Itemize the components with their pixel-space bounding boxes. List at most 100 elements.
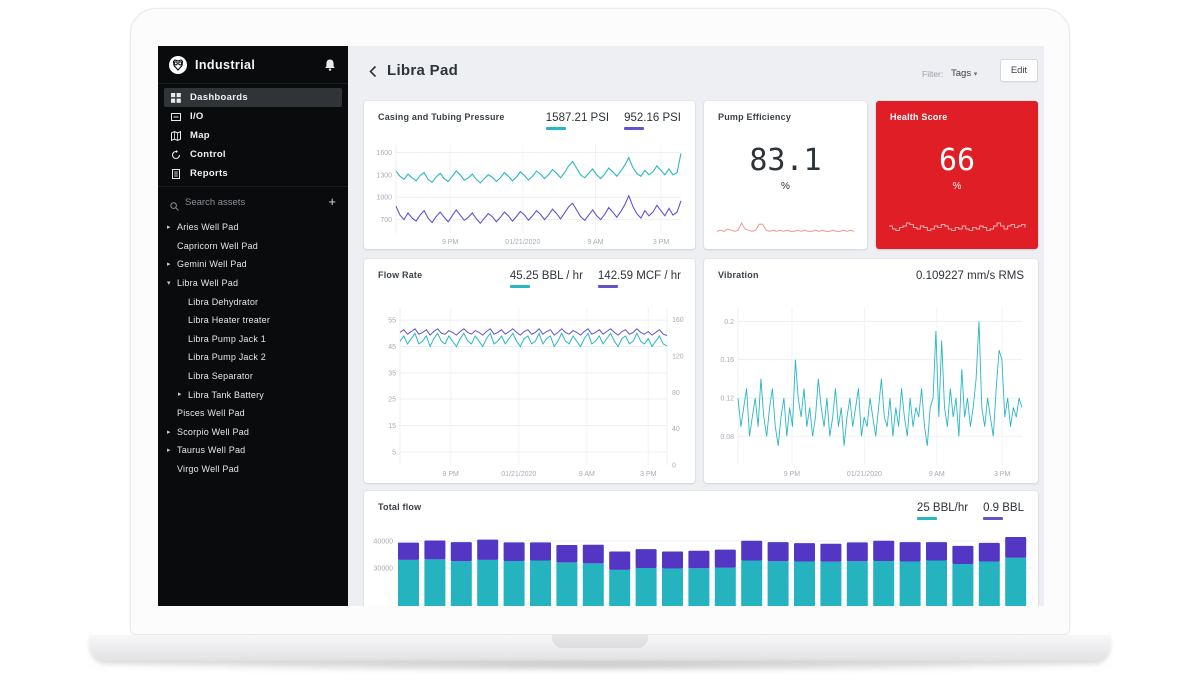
edit-button[interactable]: Edit — [1000, 59, 1038, 82]
tree-item-label: Pisces Well Pad — [177, 408, 245, 419]
svg-text:40: 40 — [672, 426, 680, 433]
tree-item-libra-separator[interactable]: Libra Separator — [158, 367, 348, 386]
chevron-down-icon[interactable]: ▾ — [167, 279, 171, 287]
chevron-right-icon[interactable]: ▸ — [167, 224, 171, 231]
svg-text:01/21/2020: 01/21/2020 — [847, 471, 882, 478]
total-flow-bbl-hr-value: 25 BBL/hr — [916, 502, 968, 520]
tree-item-scorpio-well-pad[interactable]: ▸ Scorpio Well Pad — [158, 423, 348, 442]
nav-item-label: I/O — [190, 111, 204, 122]
casing-pressure-card: Casing and Tubing Pressure 1587.21 PSI 9… — [364, 101, 695, 249]
chevron-right-icon[interactable]: ▸ — [178, 391, 182, 399]
brand-owl-logo-icon — [169, 56, 187, 74]
laptop-lid: Industrial Dashboards I/O Map Control Report… — [130, 8, 1070, 635]
total-flow-card: Total flow 25 BBL/hr 0.9 BBL 40000 30000 — [364, 491, 1038, 606]
svg-text:80: 80 — [672, 390, 680, 397]
nav-item-reports[interactable]: Reports — [164, 164, 342, 183]
vibration-chart: 9 PM 01/21/2020 9 AM 3 PM 0.08 0.12 0.16 0.2 — [720, 307, 1023, 478]
svg-text:9 PM: 9 PM — [443, 471, 460, 478]
tree-item-label: Taurus Well Pad — [177, 445, 246, 456]
nav-item-label: Dashboards — [190, 92, 248, 103]
svg-text:9 PM: 9 PM — [442, 239, 459, 246]
notifications-bell-icon[interactable] — [324, 58, 336, 72]
svg-text:55: 55 — [388, 318, 396, 325]
casing-pressure-chart: 9 PM 01/21/2020 9 AM 3 PM 700 1000 1300 1600 — [376, 145, 682, 246]
tree-item-label: Gemini Well Pad — [177, 259, 247, 270]
flow-bbl-value: 45.25 BBL / hr — [509, 270, 583, 288]
svg-text:3 PM: 3 PM — [994, 471, 1011, 478]
svg-text:3 PM: 3 PM — [640, 471, 657, 478]
tree-item-label: Capricorn Well Pad — [177, 240, 258, 251]
vibration-card: Vibration 0.109227 mm/s RMS 9 PM 01/21/20… — [704, 259, 1038, 483]
filter-tags-value: Tags — [951, 68, 972, 79]
svg-text:9 AM: 9 AM — [579, 471, 595, 478]
nav-item-label: Map — [190, 130, 210, 141]
nav-item-dashboards[interactable]: Dashboards — [164, 88, 342, 107]
tree-item-label: Libra Dehydrator — [188, 296, 259, 307]
tree-item-taurus-well-pad[interactable]: ▸ Taurus Well Pad — [158, 441, 348, 460]
tree-item-label: Virgo Well Pad — [177, 464, 239, 475]
casing-pressure-value: 1587.21 PSI — [545, 112, 609, 130]
total-flow-bbl-value: 0.9 BBL — [983, 502, 1024, 520]
health-score-sparkline — [889, 222, 1026, 231]
nav-item-label: Reports — [190, 168, 228, 179]
vibration-value: 0.109227 mm/s RMS — [915, 270, 1024, 282]
nav-item-i-o[interactable]: I/O — [164, 107, 342, 126]
card-title: Vibration — [718, 270, 759, 280]
tree-item-label: Libra Pump Jack 2 — [188, 352, 266, 363]
card-title: Flow Rate — [378, 270, 423, 280]
control-icon — [171, 149, 181, 160]
svg-text:45: 45 — [388, 344, 396, 351]
svg-text:35: 35 — [388, 370, 396, 377]
card-title: Total flow — [378, 502, 422, 512]
svg-text:15: 15 — [388, 423, 396, 430]
chevron-right-icon[interactable]: ▸ — [167, 261, 171, 269]
sidebar: Industrial Dashboards I/O Map Control Report… — [158, 46, 348, 606]
tree-item-aries-well-pad[interactable]: ▸ Aries Well Pad — [158, 218, 348, 237]
svg-text:120: 120 — [672, 354, 684, 361]
search-input[interactable] — [185, 197, 300, 208]
chevron-right-icon[interactable]: ▸ — [167, 447, 171, 455]
tree-item-virgo-well-pad[interactable]: Virgo Well Pad — [158, 460, 348, 479]
health-score-unit: % — [952, 181, 962, 192]
pump-efficiency-sparkline — [716, 221, 855, 232]
app-window: Industrial Dashboards I/O Map Control Report… — [158, 46, 1044, 606]
nav-item-control[interactable]: Control — [164, 145, 342, 164]
tree-item-capricorn-well-pad[interactable]: Capricorn Well Pad — [158, 237, 348, 256]
svg-text:9 AM: 9 AM — [588, 239, 604, 246]
pump-efficiency-value: 83.1 — [749, 143, 822, 178]
tree-item-libra-pump-jack-1[interactable]: Libra Pump Jack 1 — [158, 330, 348, 349]
tree-item-libra-heater-treater[interactable]: Libra Heater treater — [158, 311, 348, 330]
svg-text:5: 5 — [392, 449, 396, 456]
page-title: Libra Pad — [387, 62, 459, 79]
map-icon — [171, 130, 181, 141]
back-chevron-icon[interactable] — [369, 65, 377, 78]
tree-item-libra-tank-battery[interactable]: ▸ Libra Tank Battery — [158, 385, 348, 404]
primary-nav: Dashboards I/O Map Control Reports — [158, 88, 348, 183]
io-icon — [171, 112, 181, 122]
svg-text:0.12: 0.12 — [720, 395, 734, 402]
filter-label: Filter: — [922, 69, 944, 79]
laptop-notch — [552, 635, 648, 648]
tree-item-label: Aries Well Pad — [177, 222, 239, 233]
nav-item-map[interactable]: Map — [164, 126, 342, 145]
tree-item-label: Libra Separator — [188, 371, 254, 382]
tree-item-libra-pump-jack-2[interactable]: Libra Pump Jack 2 — [158, 348, 348, 367]
add-asset-button[interactable]: + — [328, 194, 336, 209]
total-flow-bar-chart: 40000 30000 — [374, 536, 1032, 606]
svg-text:25: 25 — [388, 397, 396, 404]
tree-item-gemini-well-pad[interactable]: ▸ Gemini Well Pad — [158, 255, 348, 274]
laptop-shadow — [80, 660, 1120, 672]
asset-tree: ▸ Aries Well Pad Capricorn Well Pad ▸ Gemini… — [158, 218, 348, 478]
tree-item-pisces-well-pad[interactable]: Pisces Well Pad — [158, 404, 348, 423]
filter-tags-dropdown[interactable]: Tags ▾ — [951, 68, 977, 79]
tree-item-libra-well-pad[interactable]: ▾ Libra Well Pad — [158, 274, 348, 293]
tree-item-libra-dehydrator[interactable]: Libra Dehydrator — [158, 292, 348, 311]
health-score-value: 66 — [938, 143, 976, 178]
chevron-right-icon[interactable]: ▸ — [167, 428, 171, 436]
dashboard-main: Libra Pad Filter: Tags ▾ Edit Casing and… — [348, 46, 1044, 606]
svg-text:30000: 30000 — [374, 566, 394, 573]
search-icon — [170, 198, 179, 211]
reports-icon — [171, 168, 181, 179]
svg-text:40000: 40000 — [374, 539, 394, 546]
